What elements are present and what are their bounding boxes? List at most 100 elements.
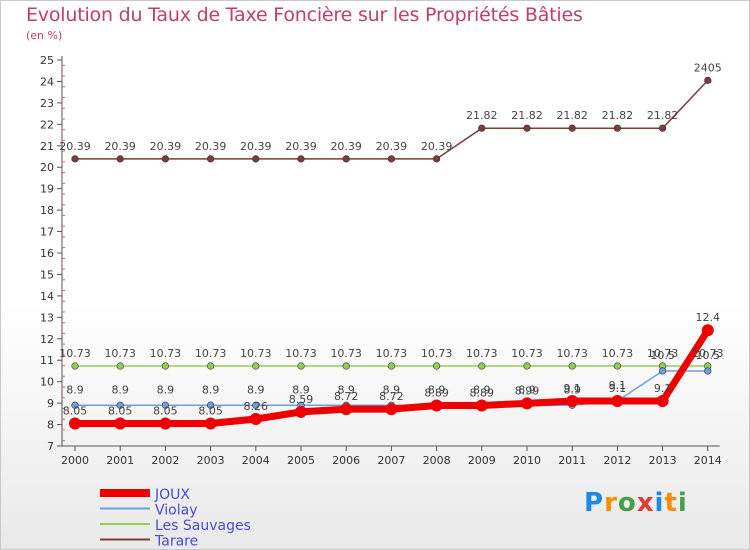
data-label: 20.39 bbox=[195, 140, 227, 153]
y-tick-label: 8 bbox=[47, 419, 54, 432]
data-label: 10.73 bbox=[647, 347, 679, 360]
x-tick-label: 2014 bbox=[694, 454, 722, 467]
data-point bbox=[658, 124, 667, 132]
legend-label: Tarare bbox=[154, 534, 198, 550]
data-label: 8.72 bbox=[379, 390, 404, 403]
data-label: 10.73 bbox=[511, 347, 543, 360]
data-point bbox=[478, 124, 486, 132]
joux-point bbox=[656, 394, 669, 407]
x-tick-label: 2004 bbox=[242, 454, 270, 467]
data-point bbox=[387, 155, 396, 163]
logo-letter: x bbox=[636, 488, 655, 518]
data-label: 8.9 bbox=[66, 383, 84, 396]
data-point bbox=[161, 362, 169, 370]
data-point bbox=[342, 362, 350, 370]
data-point bbox=[71, 362, 79, 370]
data-point bbox=[116, 155, 124, 163]
data-point bbox=[704, 76, 712, 84]
logo-letter: i bbox=[654, 488, 665, 518]
joux-point bbox=[566, 394, 579, 407]
x-tick-label: 2009 bbox=[468, 454, 496, 467]
joux-point bbox=[340, 403, 353, 416]
x-tick-label: 2007 bbox=[377, 454, 405, 467]
joux-point bbox=[385, 403, 398, 416]
x-tick-label: 2005 bbox=[287, 454, 315, 467]
joux-point bbox=[701, 324, 714, 337]
joux-point bbox=[159, 417, 172, 430]
data-point bbox=[71, 155, 79, 163]
legend-label: Les Sauvages bbox=[155, 518, 251, 534]
legend-label: JOUX bbox=[154, 487, 190, 503]
data-label: 20.39 bbox=[150, 140, 182, 153]
data-label: 20.39 bbox=[285, 140, 317, 153]
x-tick-label: 2006 bbox=[332, 454, 360, 467]
x-tick-label: 2001 bbox=[106, 454, 134, 467]
y-tick-label: 13 bbox=[40, 311, 54, 324]
data-label: 10.73 bbox=[330, 347, 362, 360]
data-label: 8.89 bbox=[424, 386, 449, 399]
data-label: 8.99 bbox=[515, 384, 540, 397]
data-label: 10.5 bbox=[650, 349, 675, 362]
joux-point bbox=[249, 412, 262, 425]
data-point bbox=[116, 362, 124, 370]
data-point bbox=[116, 401, 124, 409]
data-label: 20.39 bbox=[240, 140, 272, 153]
data-label: 10.73 bbox=[376, 347, 408, 360]
data-point bbox=[523, 362, 531, 370]
data-label: 10.73 bbox=[285, 347, 317, 360]
data-label: 9.1 bbox=[609, 379, 627, 392]
data-point bbox=[568, 124, 576, 132]
data-label: 8.72 bbox=[334, 390, 359, 403]
data-label: 8.9 bbox=[563, 383, 581, 396]
joux-point bbox=[475, 399, 488, 412]
data-point bbox=[71, 401, 79, 409]
data-label: 9.1 bbox=[563, 382, 581, 395]
y-tick-label: 7 bbox=[47, 440, 54, 453]
data-point bbox=[207, 362, 215, 370]
y-tick-label: 14 bbox=[40, 290, 54, 303]
logo-letter: t bbox=[664, 488, 678, 518]
data-label: 20.39 bbox=[421, 140, 453, 153]
data-point bbox=[433, 155, 441, 163]
data-label: 20.39 bbox=[104, 140, 136, 153]
data-label: 21.82 bbox=[602, 109, 634, 122]
data-label: 10.73 bbox=[104, 347, 136, 360]
data-point bbox=[613, 124, 622, 132]
x-tick-label: 2012 bbox=[603, 454, 631, 467]
data-label: 10.73 bbox=[150, 347, 182, 360]
data-label: 9.1 bbox=[609, 382, 627, 395]
joux-point bbox=[69, 417, 81, 430]
data-label: 21.82 bbox=[511, 109, 543, 122]
data-label: 8.9 bbox=[292, 383, 310, 396]
data-point bbox=[161, 401, 169, 409]
data-label: 8.9 bbox=[473, 383, 491, 396]
data-point bbox=[433, 362, 441, 370]
data-label: 10.5 bbox=[696, 349, 721, 362]
x-tick-label: 2002 bbox=[151, 454, 179, 467]
logo-letter: i bbox=[677, 488, 688, 518]
data-label: 9.1 bbox=[654, 382, 672, 395]
data-label: 8.9 bbox=[337, 383, 355, 396]
data-label: 12.4 bbox=[696, 311, 721, 324]
data-label: 21.82 bbox=[466, 109, 498, 122]
data-point bbox=[387, 362, 396, 370]
joux-point bbox=[204, 417, 217, 430]
data-label: 21.82 bbox=[647, 109, 679, 122]
data-label: 8.9 bbox=[247, 383, 265, 396]
y-tick-label: 18 bbox=[40, 204, 54, 217]
y-tick-label: 9 bbox=[47, 397, 54, 410]
data-point bbox=[252, 155, 260, 163]
logo-letter: r bbox=[604, 488, 618, 518]
y-tick-label: 21 bbox=[40, 140, 54, 153]
data-label: 8.9 bbox=[111, 383, 129, 396]
proxiti-logo: Proxiti bbox=[584, 488, 688, 518]
data-label: 10.73 bbox=[421, 347, 453, 360]
data-label: 20.39 bbox=[330, 140, 362, 153]
chart-title: Evolution du Taux de Taxe Foncière sur l… bbox=[26, 4, 583, 26]
data-point bbox=[568, 362, 576, 370]
data-point bbox=[297, 362, 305, 370]
logo-letter: o bbox=[617, 488, 637, 518]
y-tick-label: 24 bbox=[40, 75, 54, 88]
data-point bbox=[252, 362, 260, 370]
data-label: 10.73 bbox=[466, 347, 498, 360]
